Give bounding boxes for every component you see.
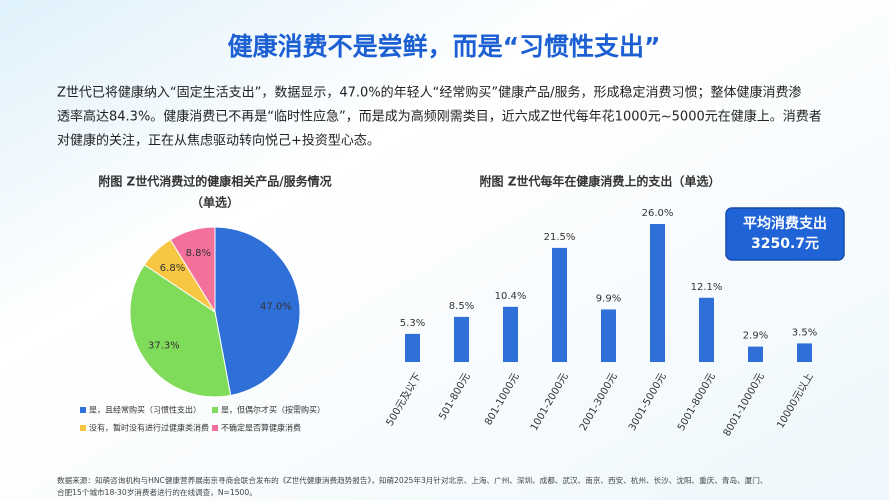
body-line: 对健康的关注，正在从焦虑驱动转向悦己+投资型心态。: [57, 133, 380, 149]
data-label: 6.8%: [160, 263, 185, 274]
legend-label: 不确定是否算健康消费: [221, 423, 301, 433]
callout-box: [725, 207, 845, 261]
chart-title: 附图 Z世代消费过的健康相关产品/服务情况: [98, 174, 331, 189]
data-label: 26.0%: [642, 208, 674, 219]
chart-subtitle: （单选）: [191, 195, 239, 210]
data-label: 12.1%: [691, 282, 723, 293]
data-label: 2.9%: [743, 331, 768, 342]
legend-label: 是，但偶尔才买（按需购买）: [221, 405, 325, 415]
legend-label: 没有，暂时没有进行过健康类消费: [89, 423, 209, 433]
body-line: Z世代已将健康纳入“固定生活支出”，数据显示，47.0%的年轻人“经常购买”健康…: [57, 85, 802, 101]
data-label: 8.5%: [449, 301, 474, 312]
data-label: 47.0%: [260, 301, 292, 312]
body-line: 透率高达84.3%。健康消费已不再是“临时性应急”，而是成为高频刚需类目，近六成…: [57, 109, 822, 125]
chart-title: 附图 Z世代每年在健康消费上的支出（单选）: [480, 174, 721, 189]
pie-slice: [169, 226, 216, 314]
bar: [405, 333, 420, 362]
data-label: 3.5%: [792, 327, 817, 338]
bar: [552, 247, 567, 362]
legend-label: 是，且经常购买（习惯性支出）: [89, 405, 201, 415]
pie-slice: [214, 226, 301, 397]
page-title: 健康消费不是尝鲜，而是“习惯性支出”: [228, 32, 661, 61]
callout-text: 3250.7元: [751, 236, 819, 252]
data-label: 37.3%: [148, 341, 180, 352]
legend-swatch: [212, 407, 218, 413]
legend-swatch: [212, 425, 218, 431]
source-line: 数据来源：知萌咨询机构与HNC健康营养展南京寻商会联合发布的《Z世代健康消费趋势…: [57, 475, 768, 485]
data-label: 5.3%: [400, 318, 425, 329]
bar: [601, 309, 616, 362]
data-label: 8.8%: [186, 248, 211, 259]
bar: [797, 343, 812, 362]
legend-swatch: [80, 407, 86, 413]
pie-slice: [129, 264, 232, 398]
data-label: 21.5%: [544, 232, 576, 243]
bar: [503, 306, 518, 362]
bar: [699, 297, 714, 362]
bar: [454, 316, 469, 362]
legend-swatch: [80, 425, 86, 431]
data-label: 9.9%: [596, 293, 621, 304]
callout-text: 平均消费支出: [743, 215, 827, 232]
bar: [748, 346, 763, 362]
data-label: 10.4%: [495, 291, 527, 302]
source-line: 合肥15个城市18-30岁消费者进行的在线调查，N=1500。: [57, 487, 257, 497]
bar: [650, 224, 665, 362]
